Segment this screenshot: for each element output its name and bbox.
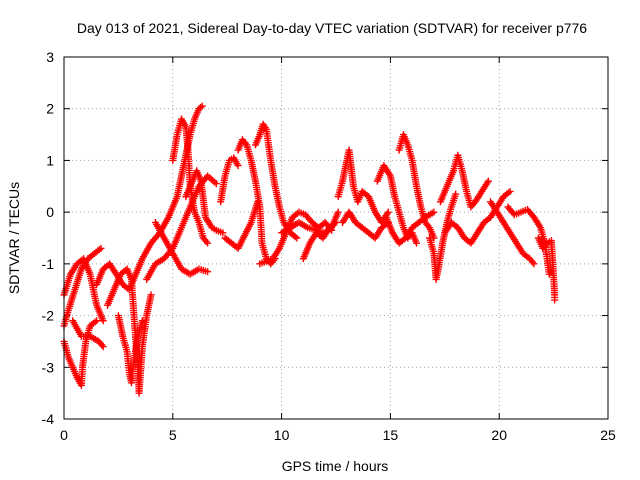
grid-lines [64,57,608,419]
data-point [332,218,340,226]
data-point [197,103,205,111]
series-arc-15 [251,120,301,242]
y-tick-label: 1 [46,152,54,168]
data-point [506,187,514,195]
data-point [204,268,212,276]
data-point [204,239,212,247]
x-tick-label: 20 [491,427,507,443]
series-arc-27 [486,198,538,268]
x-tick-label: 10 [274,427,290,443]
series-arc-19 [334,146,392,226]
data-point [99,343,107,351]
series-arc-25 [436,151,492,211]
data-point [551,296,559,304]
data-point [430,208,438,216]
y-tick-label: -4 [42,411,55,427]
series-arc-28 [504,203,553,278]
data-point [147,291,155,299]
data-point [93,317,101,325]
series-arc-7 [114,312,146,387]
data-point [330,220,338,228]
data-points [60,102,559,397]
y-axis-label: SDTVAR / TECUs [6,182,22,294]
series-arc-29 [534,234,559,304]
data-point [384,208,392,216]
series-arc-13 [217,154,242,206]
series-arc-9 [151,218,212,278]
data-point [334,208,342,216]
y-tick-label: 0 [46,204,54,220]
data-point [91,318,99,326]
plot-frame [63,56,609,420]
y-tick-label: -1 [42,256,55,272]
data-point [234,162,242,170]
data-point [95,246,103,254]
data-point [291,233,299,241]
y-tick-label: -3 [42,359,55,375]
series-arc-12 [221,198,262,252]
series-arc-22 [395,131,438,242]
data-point [504,189,512,197]
series-arc-11 [182,167,227,237]
x-axis-label: GPS time / hours [282,458,389,474]
data-point [530,260,538,268]
x-axis-ticks: 0 5 10 15 20 25 [60,57,616,443]
x-tick-label: 25 [600,427,616,443]
y-tick-label: -2 [42,308,55,324]
data-point [198,102,206,110]
data-point [413,239,421,247]
data-point [99,317,107,325]
data-point [484,177,492,185]
data-point [545,270,553,278]
data-point [138,317,146,325]
data-point [219,229,227,237]
data-point [293,234,301,242]
series-arc-18 [299,218,340,263]
chart-title: Day 013 of 2021, Sidereal Day-to-day VTE… [77,20,587,36]
series-arc-23 [382,208,438,247]
x-tick-label: 5 [169,427,177,443]
data-point [212,180,220,188]
y-tick-label: 3 [46,49,54,65]
series-arc-24 [426,190,460,283]
data-point [97,244,105,252]
series-arc-20 [339,208,392,242]
series-arc-2 [60,244,105,330]
x-tick-label: 15 [383,427,399,443]
series-arc-3 [60,317,101,389]
series-arc-4 [69,317,107,351]
data-point [452,190,460,198]
x-tick-label: 0 [60,427,68,443]
y-tick-label: 2 [46,101,54,117]
